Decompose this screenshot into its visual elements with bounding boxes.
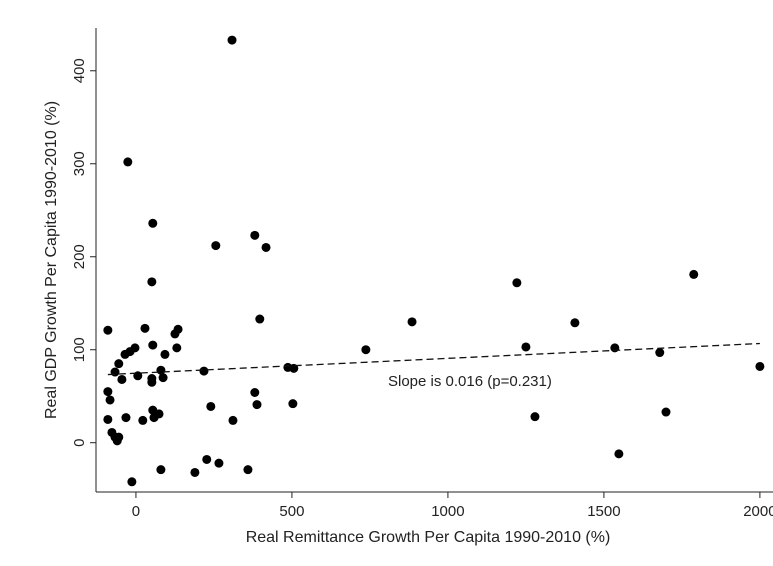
point xyxy=(288,399,298,409)
point xyxy=(227,35,237,45)
point xyxy=(148,218,158,228)
point xyxy=(114,359,124,369)
point xyxy=(243,465,253,475)
point xyxy=(105,395,115,405)
y-tick-label: 200 xyxy=(71,244,88,269)
point xyxy=(512,278,522,288)
point xyxy=(655,348,665,358)
point xyxy=(138,415,148,425)
y-tick-label: 100 xyxy=(71,337,88,362)
point xyxy=(120,349,130,359)
y-tick-label: 0 xyxy=(71,439,88,447)
point xyxy=(252,400,262,410)
point xyxy=(211,241,221,251)
point xyxy=(206,401,216,411)
x-tick-label: 0 xyxy=(132,503,140,520)
y-tick-label: 400 xyxy=(71,58,88,83)
point xyxy=(250,230,260,240)
point xyxy=(121,413,131,423)
point xyxy=(160,349,170,359)
point xyxy=(361,345,371,355)
y-tick-label: 300 xyxy=(71,151,88,176)
x-tick-label: 1000 xyxy=(431,503,464,520)
point xyxy=(202,454,212,464)
point xyxy=(661,407,671,417)
point xyxy=(521,342,531,352)
point xyxy=(172,343,182,353)
point xyxy=(250,388,260,398)
point xyxy=(530,412,540,422)
point xyxy=(199,366,209,376)
point xyxy=(261,242,271,252)
point xyxy=(149,413,159,423)
point xyxy=(140,323,150,333)
point xyxy=(148,340,158,350)
point xyxy=(173,324,183,334)
point xyxy=(190,467,200,477)
point xyxy=(114,432,124,442)
point xyxy=(103,414,113,424)
x-tick-label: 2000 xyxy=(743,503,773,520)
point xyxy=(228,415,238,425)
trend-line xyxy=(107,342,760,376)
point xyxy=(147,277,157,287)
point xyxy=(103,387,113,397)
point xyxy=(214,458,224,468)
annotation: Slope is 0.016 (p=0.231) xyxy=(388,373,552,390)
x-tick-label: 500 xyxy=(279,503,304,520)
point xyxy=(570,318,580,328)
x-axis-title: Real Remittance Growth Per Capita 1990-2… xyxy=(246,529,611,546)
point xyxy=(127,477,137,487)
point xyxy=(407,317,417,327)
point xyxy=(158,373,168,383)
point xyxy=(689,269,699,279)
point xyxy=(614,449,624,459)
point xyxy=(103,325,113,335)
point xyxy=(110,367,120,377)
point xyxy=(755,361,765,371)
point xyxy=(147,377,157,387)
x-tick-label: 1500 xyxy=(587,503,620,520)
point xyxy=(123,157,133,167)
point xyxy=(117,374,127,384)
point xyxy=(255,314,265,324)
y-axis-title: Real GDP Growth Per Capita 1990-2010 (%) xyxy=(43,101,60,419)
point xyxy=(156,465,166,475)
